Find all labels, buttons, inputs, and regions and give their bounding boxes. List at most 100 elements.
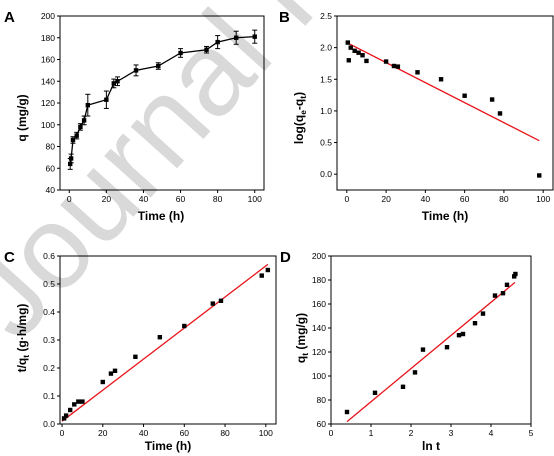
panel-d-ytick-label-0: 60 [317, 419, 327, 429]
panel-d-ytick-label-7: 200 [312, 251, 326, 261]
panel-a-point-7 [104, 97, 109, 102]
panel-b-point-0 [345, 40, 350, 45]
panel-b-plot: 0 20 40 60 80 100 0.0 0.5 1.0 1.5 2.0 2.5 [320, 11, 554, 204]
panel-d-point-6 [456, 333, 462, 338]
panel-c-point-4 [76, 399, 81, 404]
panel-d-ytick-label-6: 180 [312, 275, 326, 285]
panel-a-point-12 [178, 50, 183, 56]
panel-a-ytick-label-0: 40 [46, 185, 56, 195]
panel-a-xtick-label-3: 60 [176, 194, 186, 204]
panel-c-point-3 [72, 402, 77, 407]
panel-c-point-1 [63, 413, 69, 418]
panel-d-point-0 [344, 409, 350, 415]
panel-a-point-15 [233, 35, 239, 40]
panel-b-point-13 [489, 97, 495, 102]
panel-a-ytick-label-6: 160 [41, 55, 55, 65]
panel-d-point-8 [472, 321, 478, 326]
panel-c-point-2 [67, 407, 73, 413]
panel-b-point-10 [415, 70, 420, 75]
panel-d-ytick-label-2: 100 [312, 371, 326, 381]
panel-a-point-11 [156, 63, 161, 69]
panel-b-xtick-label-5: 100 [536, 194, 550, 204]
panel-b-ytick-label-2: 1.0 [320, 106, 332, 116]
panel-c-ytick-label-1: 0.1 [43, 391, 55, 401]
panel-a-point-8 [111, 81, 116, 86]
panel-c-xtick-label-2: 40 [139, 428, 149, 438]
panel-b-ytick-label-5: 2.5 [320, 11, 332, 21]
panel-a-ytick-label-4: 120 [41, 98, 55, 108]
panel-d-point-10 [492, 293, 498, 298]
panel-c-point-8 [112, 368, 118, 373]
panel-a-ytick-label-7: 180 [41, 33, 55, 43]
panel-c-fit-line [61, 263, 269, 422]
panel-a-point-0 [68, 161, 73, 167]
panel-a-xtick-label-1: 20 [102, 194, 112, 204]
panel-a-point-3 [74, 133, 79, 138]
panel-c-ylabel: t/qt (g·h/mg) [15, 304, 31, 373]
panel-a-series-line [69, 36, 255, 165]
panel-a-ytick-label-2: 80 [46, 142, 56, 152]
panel-a-letter: A [4, 9, 15, 26]
panel-b-ytick-label-1: 0.5 [320, 138, 332, 148]
panel-a-ytick-label-8: 200 [41, 11, 55, 21]
panel-b-xtick-label-4: 80 [499, 194, 509, 204]
panel-a-point-6 [85, 102, 91, 108]
panel-c-point-10 [157, 335, 163, 340]
panel-d-fit-line [346, 281, 516, 423]
panel-d-ytick-label-4: 140 [312, 323, 326, 333]
panel-d-point-7 [460, 331, 466, 337]
panel-d-point-3 [412, 370, 418, 375]
panel-a-xtick-label-4: 80 [213, 194, 223, 204]
panel-c-ytick-label-4: 0.4 [43, 307, 55, 317]
panel-d-ytick-label-5: 160 [312, 299, 326, 309]
panel-c-point-14 [259, 273, 264, 278]
panel-d-frame [330, 255, 532, 425]
panel-a-xtick-label-0: 0 [67, 194, 72, 204]
panel-d: D qt (mg/g) ln t 0 1 2 3 4 5 60 80 100 120 140 160 1… [280, 249, 534, 453]
panel-a-xlabel: Time (h) [138, 209, 184, 223]
panel-b-point-12 [462, 93, 467, 98]
panel-b-xtick-label-3: 60 [460, 194, 470, 204]
panel-b-point-5 [360, 53, 365, 58]
panel-c-point-13 [218, 298, 224, 303]
panel-a-ytick-label-1: 60 [46, 163, 56, 173]
panel-d-plot: 0 1 2 3 4 5 60 80 100 120 140 160 180 200 [312, 251, 534, 438]
panel-b-point-11 [438, 77, 444, 82]
panel-a-point-9 [115, 79, 120, 84]
panel-c-xtick-label-0: 0 [60, 428, 65, 438]
panel-d-xtick-label-2: 2 [409, 428, 414, 438]
panel-d-point-1 [372, 390, 378, 395]
panel-d-xtick-label-4: 4 [489, 428, 494, 438]
panel-a-xtick-label-5: 100 [248, 194, 262, 204]
panel-c-point-9 [133, 354, 138, 359]
panel-b-xtick-label-1: 20 [381, 194, 391, 204]
panel-b-ytick-label-0: 0.0 [320, 169, 332, 179]
panel-c-ytick-label-5: 0.5 [43, 279, 55, 289]
panel-c-point-6 [100, 379, 105, 385]
panel-c-ytick-label-2: 0.2 [43, 363, 55, 373]
panel-d-point-5 [444, 345, 450, 350]
panel-b-frame [336, 15, 554, 191]
panel-d-point-13 [512, 274, 517, 279]
panel-a-point-10 [133, 68, 139, 73]
panel-a-point-14 [215, 39, 220, 45]
panel-b-ylabel: log(qe-qt) [292, 92, 308, 144]
panel-d-xtick-label-1: 1 [369, 428, 374, 438]
panel-c-ytick-label-3: 0.3 [43, 335, 55, 345]
panel-b-point-7 [383, 59, 389, 64]
panel-b-xtick-label-2: 40 [421, 194, 431, 204]
panel-b-fit-line [346, 41, 540, 142]
panel-a-xtick-label-2: 40 [139, 194, 149, 204]
panel-d-xtick-label-3: 3 [449, 428, 454, 438]
panel-d-point-2 [400, 384, 406, 389]
panel-d-point-9 [480, 311, 486, 316]
panel-a-ylabel: q (mg/g) [15, 94, 29, 141]
panel-a-point-1 [68, 156, 74, 161]
panel-b-point-9 [395, 64, 401, 69]
panel-b-point-3 [352, 48, 357, 53]
panel-d-point-11 [500, 291, 506, 296]
panel-d-point-4 [420, 347, 426, 352]
panel-b-point-2 [348, 45, 353, 50]
panel-c-xtick-label-3: 60 [180, 428, 190, 438]
panel-b: B log(qe-qt) Time (h) 0 20 40 60 80 100 0.0 0.5… [279, 9, 554, 223]
